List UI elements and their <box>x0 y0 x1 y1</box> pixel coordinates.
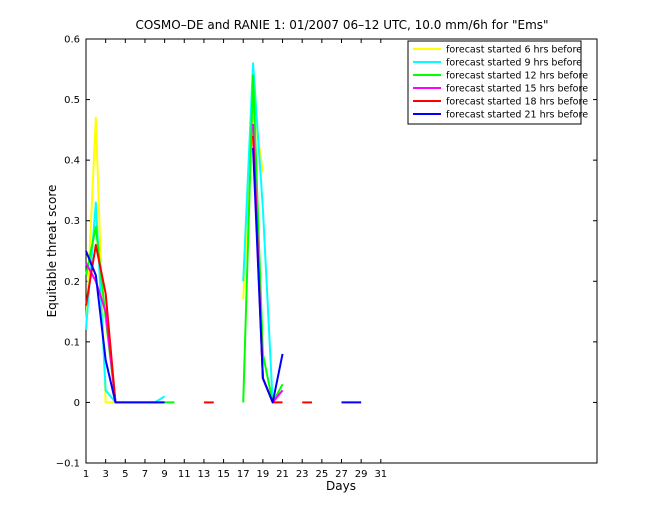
series-6 <box>85 147 362 404</box>
legend: forecast started 6 hrs before forecast st… <box>407 40 588 125</box>
y-tick-label: 0.4 <box>64 156 80 167</box>
x-tick-label: 3 <box>102 469 108 480</box>
y-tick-label: −0.1 <box>56 459 80 470</box>
x-axis-label: Days <box>326 479 356 493</box>
series-lines <box>85 62 362 404</box>
y-tick-label: 0 <box>74 398 80 409</box>
x-tick-label: 13 <box>198 469 211 480</box>
x-tick-label: 17 <box>237 469 250 480</box>
x-tick-label: 29 <box>355 469 368 480</box>
legend-entry: forecast started 6 hrs before <box>446 45 582 56</box>
legend-box <box>407 40 582 125</box>
series-line <box>242 62 274 403</box>
legend-entry: forecast started 12 hrs before <box>446 71 588 82</box>
x-tick-label: 11 <box>178 469 191 480</box>
x-tick-label: 27 <box>335 469 348 480</box>
series-line <box>85 243 117 403</box>
x-tick-label: 1 <box>83 469 89 480</box>
x-tick-label: 25 <box>315 469 328 480</box>
y-tick-label: 0.2 <box>64 277 80 288</box>
x-tick-label: 9 <box>161 469 167 480</box>
x-tick-label: 19 <box>257 469 270 480</box>
y-axis-label: Equitable threat score <box>45 185 59 318</box>
y-tick-label: 0.1 <box>64 337 80 348</box>
x-tick-label: 23 <box>296 469 309 480</box>
legend-entry: forecast started 9 hrs before <box>446 58 582 69</box>
y-tick-label: 0.3 <box>64 216 80 227</box>
x-tick-label: 21 <box>276 469 289 480</box>
series-line <box>252 147 284 404</box>
chart-title: COSMO–DE and RANIE 1: 01/2007 06–12 UTC,… <box>135 18 548 32</box>
axis-ticks: 1 3 5 7 9 11 13 15 17 19 21 23 25 27 29 31−0.100.10.20.… <box>56 35 597 480</box>
legend-entry: forecast started 15 hrs before <box>446 84 588 95</box>
legend-entry: forecast started 21 hrs before <box>446 110 588 121</box>
y-tick-label: 0.5 <box>64 95 80 106</box>
x-tick-label: 31 <box>374 469 387 480</box>
x-tick-label: 7 <box>142 469 148 480</box>
x-tick-label: 15 <box>217 469 230 480</box>
series-line <box>85 116 116 404</box>
legend-entry: forecast started 18 hrs before <box>446 97 588 108</box>
series-line <box>85 250 165 404</box>
y-tick-label: 0.6 <box>64 35 80 46</box>
x-tick-label: 5 <box>122 469 128 480</box>
